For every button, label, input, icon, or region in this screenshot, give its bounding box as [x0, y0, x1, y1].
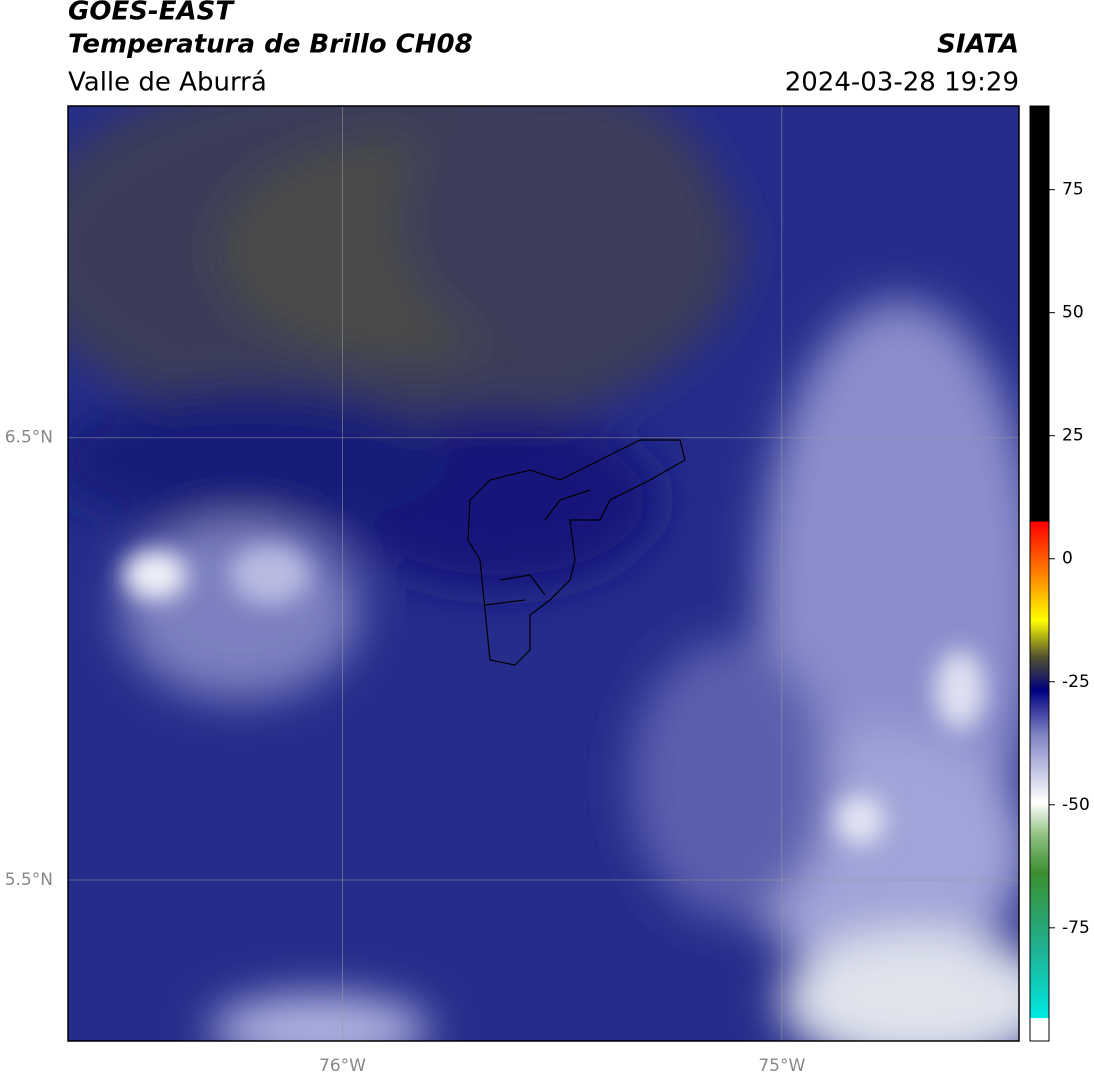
colorbar	[1029, 105, 1050, 1042]
source: SIATA	[937, 30, 1019, 60]
region: Valle de Aburrá	[68, 68, 267, 98]
lat-tick-label: 5.5°N	[5, 870, 53, 890]
colorbar-tick-label: -50	[1062, 795, 1090, 815]
title: GOES-EAST	[68, 0, 235, 27]
subtitle: Temperatura de Brillo CH08	[68, 30, 473, 60]
colorbar-tick-label: -25	[1062, 672, 1090, 692]
municipal-boundaries	[467, 439, 686, 666]
lon-tick-label: 75°W	[758, 1056, 805, 1076]
lat-tick-label: 6.5°N	[5, 428, 53, 448]
colorbar-tick-label: -75	[1062, 918, 1090, 938]
colorbar-tick-label: 50	[1062, 303, 1084, 323]
colorbar-tick-label: 25	[1062, 426, 1084, 446]
satellite-image	[68, 106, 1019, 1041]
lon-tick-label: 76°W	[319, 1056, 366, 1076]
timestamp: 2024-03-28 19:29	[785, 68, 1019, 98]
map-frame	[67, 105, 1020, 1042]
colorbar-tick-label: 75	[1062, 180, 1084, 200]
colorbar-tick-label: 0	[1062, 549, 1073, 569]
